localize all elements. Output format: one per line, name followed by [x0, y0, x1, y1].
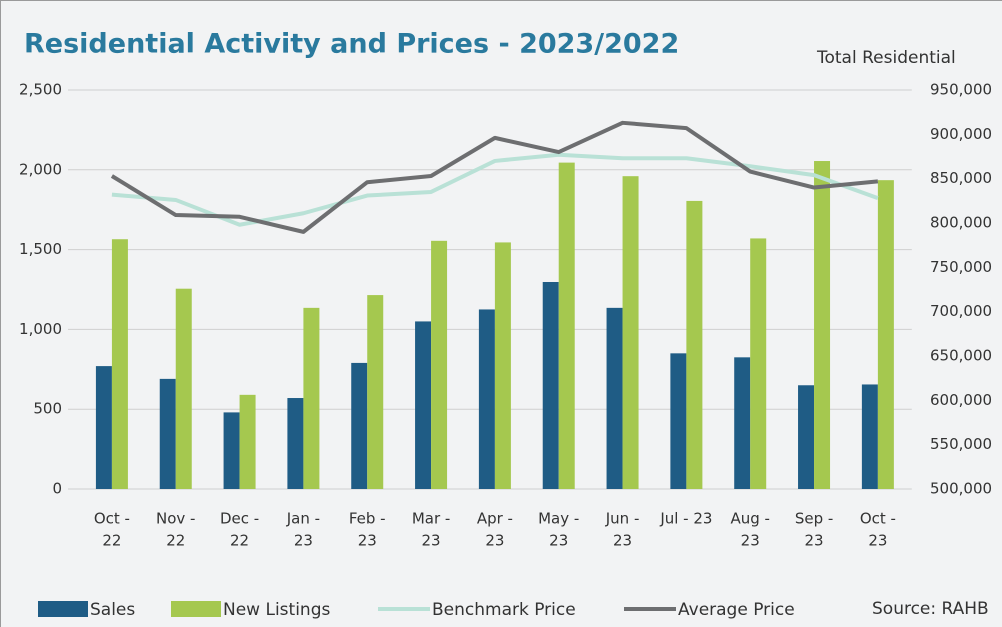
bar: [494, 242, 511, 489]
x-tick-label: Feb -: [349, 510, 386, 528]
bar: [622, 176, 639, 489]
y2-tick-label: 900,000: [930, 125, 992, 143]
x-tick-label: Mar -: [412, 510, 450, 528]
x-tick-label: 23: [294, 532, 313, 550]
x-tick-label: 23: [358, 532, 377, 550]
legend-label: New Listings: [223, 600, 330, 620]
bar: [734, 357, 751, 489]
y2-axis-label: Total Residential: [816, 48, 956, 68]
bar: [367, 295, 384, 489]
chart-title: Residential Activity and Prices - 2023/2…: [24, 29, 679, 60]
bar: [558, 162, 575, 490]
bar: [478, 309, 495, 489]
bar: [111, 239, 128, 489]
x-tick-label: Jul - 23: [659, 510, 712, 528]
x-tick-label: 23: [804, 532, 823, 550]
bar: [415, 321, 432, 489]
x-tick-label: 23: [485, 532, 504, 550]
legend-label: Benchmark Price: [432, 600, 576, 620]
legend-swatch: [171, 601, 221, 617]
y-tick-label: 1,500: [19, 240, 62, 258]
y-tick-label: 1,000: [19, 320, 62, 338]
bar: [239, 394, 256, 489]
y-tick-label: 2,500: [19, 81, 62, 99]
legend-swatch: [38, 601, 88, 617]
x-tick-label: Sep -: [795, 510, 833, 528]
x-tick-label: 22: [230, 532, 249, 550]
bar: [750, 238, 767, 489]
y2-tick-label: 550,000: [930, 435, 992, 453]
legend-label: Sales: [90, 600, 135, 620]
x-tick-label: 23: [422, 532, 441, 550]
bar: [877, 180, 894, 489]
bar: [861, 384, 878, 489]
y-tick-label: 0: [52, 480, 62, 498]
y2-tick-label: 650,000: [930, 347, 992, 365]
legend-label: Average Price: [678, 600, 795, 620]
source: Source: RAHB: [872, 599, 989, 619]
y-tick-label: 2,000: [19, 160, 62, 178]
x-tick-label: 22: [166, 532, 185, 550]
bar: [175, 288, 192, 489]
x-tick-label: Nov -: [156, 510, 195, 528]
x-tick-label: Oct -: [94, 510, 130, 528]
bar: [798, 385, 815, 489]
bar: [686, 200, 703, 489]
bar: [223, 412, 240, 489]
line: [111, 152, 879, 227]
x-tick-label: Dec -: [220, 510, 259, 528]
x-tick-label: 23: [741, 532, 760, 550]
bar: [542, 281, 559, 489]
bar: [159, 378, 176, 489]
x-tick-label: Apr -: [477, 510, 513, 528]
x-tick-label: 22: [102, 532, 121, 550]
bar: [606, 307, 623, 489]
y-tick-label: 500: [33, 400, 62, 418]
bar: [95, 366, 112, 489]
x-tick-label: Oct -: [860, 510, 896, 528]
x-tick-label: Jan -: [286, 510, 320, 528]
x-tick-label: Jun -: [605, 510, 640, 528]
y2-tick-label: 950,000: [930, 81, 992, 99]
y2-tick-label: 600,000: [930, 391, 992, 409]
bar: [351, 362, 368, 489]
bar: [670, 353, 687, 489]
y2-tick-label: 750,000: [930, 258, 992, 276]
y2-tick-label: 800,000: [930, 214, 992, 232]
x-tick-label: May -: [538, 510, 579, 528]
bar: [814, 161, 831, 489]
x-tick-label: Aug -: [730, 510, 769, 528]
y2-tick-label: 500,000: [930, 480, 992, 498]
bar: [303, 307, 320, 489]
bar: [431, 240, 448, 489]
y2-tick-label: 700,000: [930, 302, 992, 320]
x-tick-label: 23: [613, 532, 632, 550]
line: [110, 120, 879, 234]
x-tick-label: 23: [868, 532, 887, 550]
bar: [287, 398, 304, 489]
x-tick-label: 23: [549, 532, 568, 550]
y2-tick-label: 850,000: [930, 169, 992, 187]
